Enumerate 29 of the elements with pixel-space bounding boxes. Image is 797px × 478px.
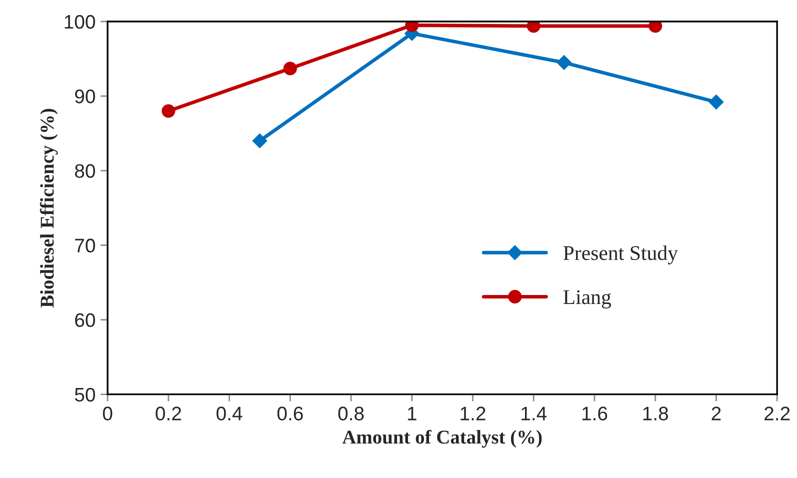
x-tick-label: 0 xyxy=(102,406,112,420)
x-tick-label: 1.6 xyxy=(582,406,608,420)
x-tick-label: 1 xyxy=(408,406,416,420)
x-axis-title: Amount of Catalyst (%) xyxy=(342,430,542,448)
x-tick-label: 0.4 xyxy=(216,406,242,420)
x-tick-label: 1.8 xyxy=(643,406,668,420)
x-tick-label: 2 xyxy=(712,406,721,420)
x-tick-label: 0.2 xyxy=(156,406,181,420)
y-axis-title: Biodiesel Efficiency (%) xyxy=(40,108,58,308)
legend-label: Present Study xyxy=(563,245,678,264)
point xyxy=(252,133,268,148)
point xyxy=(708,94,724,110)
x-tick-label: 0.8 xyxy=(338,406,364,420)
y-tick-label: 90 xyxy=(75,90,96,104)
legend-label: Liang xyxy=(563,290,612,308)
x-tick-label: 1.2 xyxy=(460,406,486,420)
y-tick-label: 70 xyxy=(75,238,96,252)
x-tick-label: 0.6 xyxy=(277,406,303,420)
point xyxy=(162,104,176,118)
y-tick-label: 50 xyxy=(74,388,96,402)
point xyxy=(556,55,572,70)
y-tick-label: 100 xyxy=(64,14,96,29)
point xyxy=(648,22,662,33)
point xyxy=(283,62,297,76)
y-tick-label: 80 xyxy=(75,164,96,178)
x-tick-label: 1.4 xyxy=(522,406,547,420)
point xyxy=(526,22,540,33)
y-tick-label: 60 xyxy=(75,313,96,328)
x-tick-label: 2.2 xyxy=(764,406,790,420)
